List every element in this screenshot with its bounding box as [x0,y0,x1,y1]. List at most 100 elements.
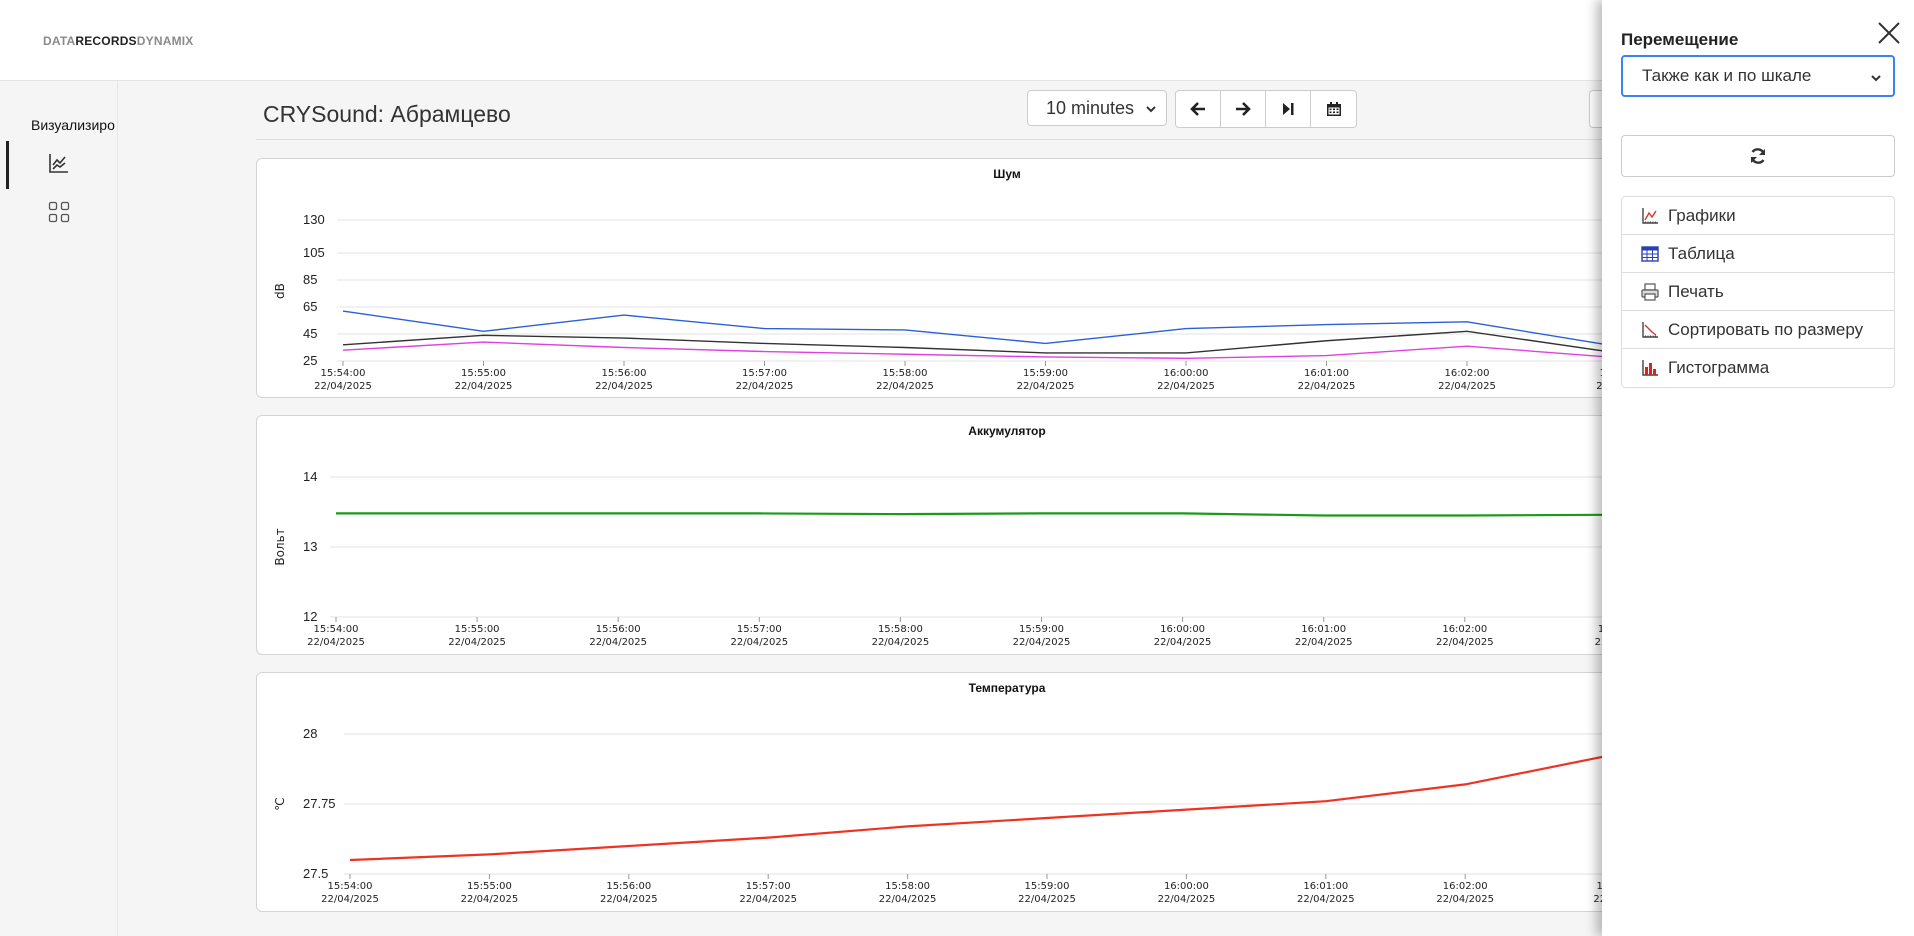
refresh-icon [1750,148,1766,164]
calendar-icon [1326,102,1341,116]
x-tick-label: 15:55:00 [467,881,512,892]
chart-panel-battery: Аккумулятор Вольт 12 13 14 15:54:00 22/04/2025… [256,415,1756,655]
arrow-left-icon [1190,102,1205,116]
x-tick-label: 22/04/2025 [1013,637,1071,648]
x-tick-label: 16:02:00 [1442,624,1487,635]
sidebar-label: Визуализиро [31,117,115,133]
chevron-down-icon [1869,70,1883,90]
close-button[interactable] [1876,20,1902,46]
x-tick-label: 15:57:00 [746,881,791,892]
close-icon [1878,22,1900,44]
time-range-select[interactable]: 10 minutes [1027,90,1167,126]
menu-item-label: Печать [1668,281,1724,301]
x-tick-label: 15:59:00 [1023,368,1068,379]
line-chart-icon-svg [49,154,68,173]
time-range-value: 10 minutes [1046,97,1135,118]
series-line [349,755,1605,862]
x-tick-label: 16:01:00 [1303,881,1348,892]
x-tick-label: 15:57:00 [742,368,787,379]
logo-part-records: RECORDS [75,34,137,48]
y-tick-label: 45 [303,326,317,341]
x-tick-label: 22/04/2025 [1018,894,1076,905]
logo[interactable]: DATARECORDSDYNAMIX [43,34,194,48]
y-tick-label: 105 [303,245,325,260]
x-tick-label: 15:54:00 [321,368,366,379]
y-tick-label: 85 [303,272,317,287]
top-bar: DATARECORDSDYNAMIX [0,0,1914,81]
x-tick-label: 22/04/2025 [455,381,513,392]
chart-panel-temperature: Температура ℃ 27.5 27.75 28 15:54:00 22/04/202… [256,672,1756,912]
x-tick-label: 16:02:00 [1445,368,1490,379]
x-tick-label: 22/04/2025 [872,637,930,648]
x-tick-label: 15:58:00 [883,368,928,379]
chart-title: Температура [969,681,1046,695]
x-tick-label: 15:54:00 [328,881,373,892]
battery-chart: Аккумулятор Вольт 12 13 14 15:54:00 22/04/2025… [273,424,1755,648]
x-tick-label: 15:54:00 [314,624,359,635]
temperature-chart: Температура ℃ 27.5 27.75 28 15:54:00 22/04/202… [273,681,1755,905]
view-options-list: Графики Таблица Печать Сортировать по ра… [1621,196,1895,388]
series-line [342,310,1608,346]
x-tick-label: 22/04/2025 [321,894,379,905]
side-panel: Перемещение Также как и по шкале Графики… [1602,0,1914,936]
chart-panel-noise: Шум dB 25 45 65 85 105 130 15:54:00 22/04/2025 15:… [256,158,1756,398]
x-tick-label: 16:00:00 [1160,624,1205,635]
x-tick-label: 16:01:00 [1301,624,1346,635]
x-tick-label: 15:55:00 [461,368,506,379]
x-tick-label: 15:56:00 [602,368,647,379]
menu-item-sort-by-size[interactable]: Сортировать по размеру [1622,311,1894,349]
refresh-button[interactable] [1621,135,1895,177]
page-title: CRYSound: Абрамцево [263,101,511,127]
x-tick-label: 15:59:00 [1019,624,1064,635]
noise-chart: Шум dB 25 45 65 85 105 130 15:54:00 22/04/2025 15:… [273,167,1755,392]
grid-icon[interactable] [44,197,74,227]
series-line [336,512,1606,517]
x-tick-label: 16:00:00 [1164,368,1209,379]
calendar-button[interactable] [1311,91,1356,127]
x-tick-label: 22/04/2025 [461,894,519,905]
x-tick-label: 22/04/2025 [1154,637,1212,648]
chevron-down-icon [1144,100,1158,121]
y-tick-label: 14 [303,469,317,484]
x-tick-label: 22/04/2025 [1436,894,1494,905]
x-tick-label: 22/04/2025 [1157,381,1215,392]
next-button[interactable] [1221,91,1266,127]
arrow-right-icon [1236,102,1251,116]
menu-item-print[interactable]: Печать [1622,273,1894,311]
logo-part-dynamix: DYNAMIX [136,34,194,48]
x-tick-label: 22/04/2025 [1436,637,1494,648]
skip-to-end-button[interactable] [1266,91,1311,127]
movement-mode-select[interactable]: Также как и по шкале [1621,55,1895,97]
menu-item-charts[interactable]: Графики [1622,197,1894,235]
x-tick-label: 22/04/2025 [730,637,788,648]
x-tick-label: 22/04/2025 [595,381,653,392]
navigation-button-group [1175,90,1357,128]
chart-title: Шум [993,167,1021,181]
sidebar-active-indicator [6,141,9,189]
menu-item-histogram[interactable]: Гистограмма [1622,349,1894,387]
logo-part-data: DATA [43,34,76,48]
x-tick-label: 22/04/2025 [448,637,506,648]
y-tick-label: 65 [303,299,317,314]
y-axis-label: Вольт [273,528,287,565]
previous-button[interactable] [1176,91,1221,127]
sidebar: Визуализиро [0,81,118,936]
y-axis-label: dB [273,283,287,299]
table-icon [1640,244,1660,264]
menu-item-table[interactable]: Таблица [1622,235,1894,273]
menu-item-label: Сортировать по размеру [1668,319,1864,339]
y-tick-label: 27.75 [303,796,336,811]
menu-item-label: Графики [1668,205,1736,225]
movement-mode-value: Также как и по шкале [1642,66,1812,85]
line-chart-icon[interactable] [44,148,74,178]
x-tick-label: 22/04/2025 [739,894,797,905]
x-tick-label: 16:02:00 [1443,881,1488,892]
chart-icon [1640,206,1660,226]
y-tick-label: 12 [303,609,317,624]
x-tick-label: 15:58:00 [878,624,923,635]
x-tick-label: 22/04/2025 [736,381,794,392]
x-tick-label: 22/04/2025 [1158,894,1216,905]
x-tick-label: 22/04/2025 [1438,381,1496,392]
y-tick-label: 25 [303,353,317,368]
x-tick-label: 15:55:00 [455,624,500,635]
